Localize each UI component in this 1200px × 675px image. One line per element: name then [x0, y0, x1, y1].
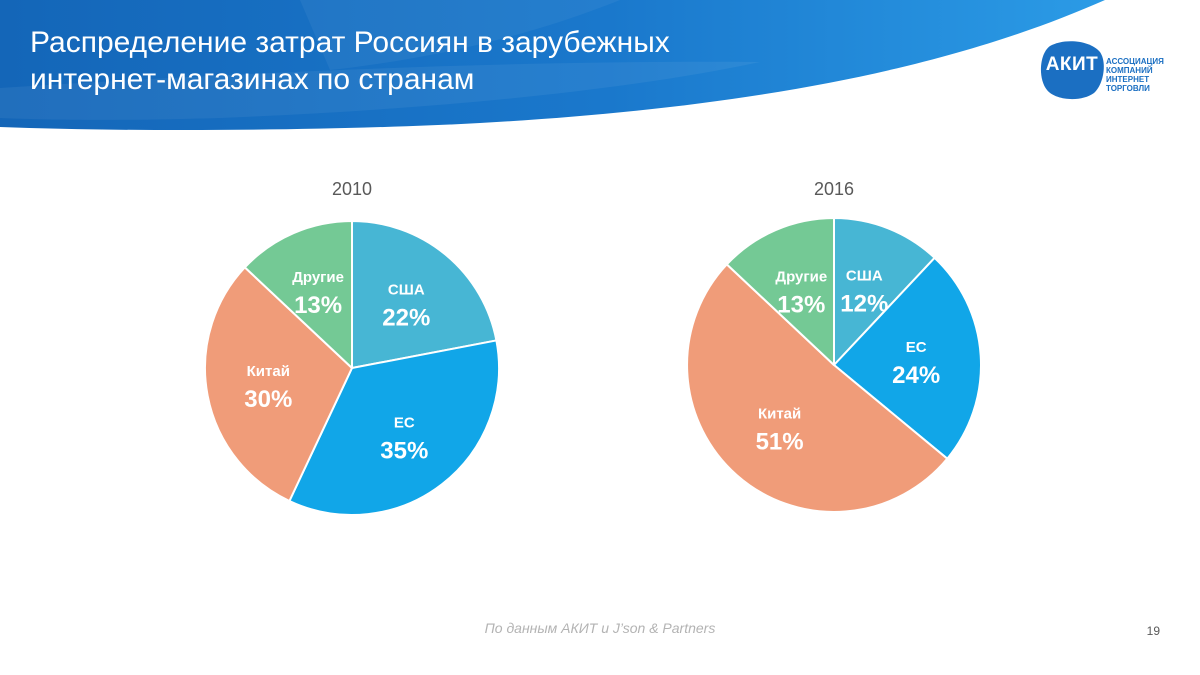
slice-value-eu: 24%: [892, 362, 940, 389]
pie-slice-china: [204, 266, 353, 503]
page-title: Распределение затрат Россиян в зарубежны…: [30, 24, 830, 98]
slice-label-china: Китай: [247, 363, 290, 380]
slice-label-other: Другие: [292, 269, 344, 286]
logo-caption-line-3: ИНТЕРНЕТ: [1106, 75, 1150, 84]
chart-title: 2010: [332, 179, 372, 199]
slice-label-usa: США: [388, 281, 425, 298]
akit-logo: АКИТ АССОЦИАЦИЯ КОМПАНИЙ ИНТЕРНЕТ ТОРГОВ…: [1040, 40, 1190, 102]
slice-value-other: 13%: [777, 292, 825, 319]
slice-value-usa: 22%: [382, 304, 430, 331]
pie-slice-china: [686, 263, 949, 513]
logo-caption: АССОЦИАЦИЯ КОМПАНИЙ ИНТЕРНЕТ ТОРГОВЛИ: [1106, 57, 1190, 93]
slice-value-china: 51%: [756, 429, 804, 456]
title-line-1: Распределение затрат Россиян в зарубежны…: [30, 26, 670, 59]
header-banner: [0, 0, 1105, 131]
pie-chart-2010: 2010 США 22% ЕС 35% Китай 30% Другие 13%: [204, 179, 500, 516]
pie-chart-2016: 2016 США 12% ЕС 24% Китай 51% Другие 13%: [686, 179, 983, 513]
slice-label-usa: США: [846, 268, 883, 285]
slice-label-eu: ЕС: [906, 339, 927, 356]
slice-value-eu: 35%: [380, 437, 428, 464]
logo-caption-line-1: АССОЦИАЦИЯ: [1106, 57, 1164, 66]
pie-slice-other: [243, 220, 353, 369]
pie-slice-eu: [288, 339, 500, 516]
slice-label-other: Другие: [775, 269, 827, 286]
pie-slice-usa: [833, 217, 936, 366]
slice-value-usa: 12%: [840, 291, 888, 318]
page-number: 19: [1146, 624, 1160, 638]
source-note: По данным АКИТ и J’son & Partners: [484, 620, 716, 636]
title-line-2: интернет-магазинах по странам: [30, 63, 475, 96]
slice-value-other: 13%: [294, 292, 342, 319]
slice-value-china: 30%: [244, 386, 292, 413]
slice-label-eu: ЕС: [394, 414, 415, 431]
chart-title: 2016: [814, 179, 854, 199]
logo-abbreviation: АКИТ: [1045, 54, 1099, 75]
pie-slice-eu: [833, 256, 983, 460]
logo-badge-icon: [1040, 41, 1104, 100]
pie-slice-usa: [351, 220, 498, 369]
slice-label-china: Китай: [758, 406, 801, 423]
logo-caption-line-2: КОМПАНИЙ: [1106, 66, 1153, 75]
pie-slice-other: [725, 217, 835, 366]
logo-caption-line-4: ТОРГОВЛИ: [1106, 84, 1150, 93]
